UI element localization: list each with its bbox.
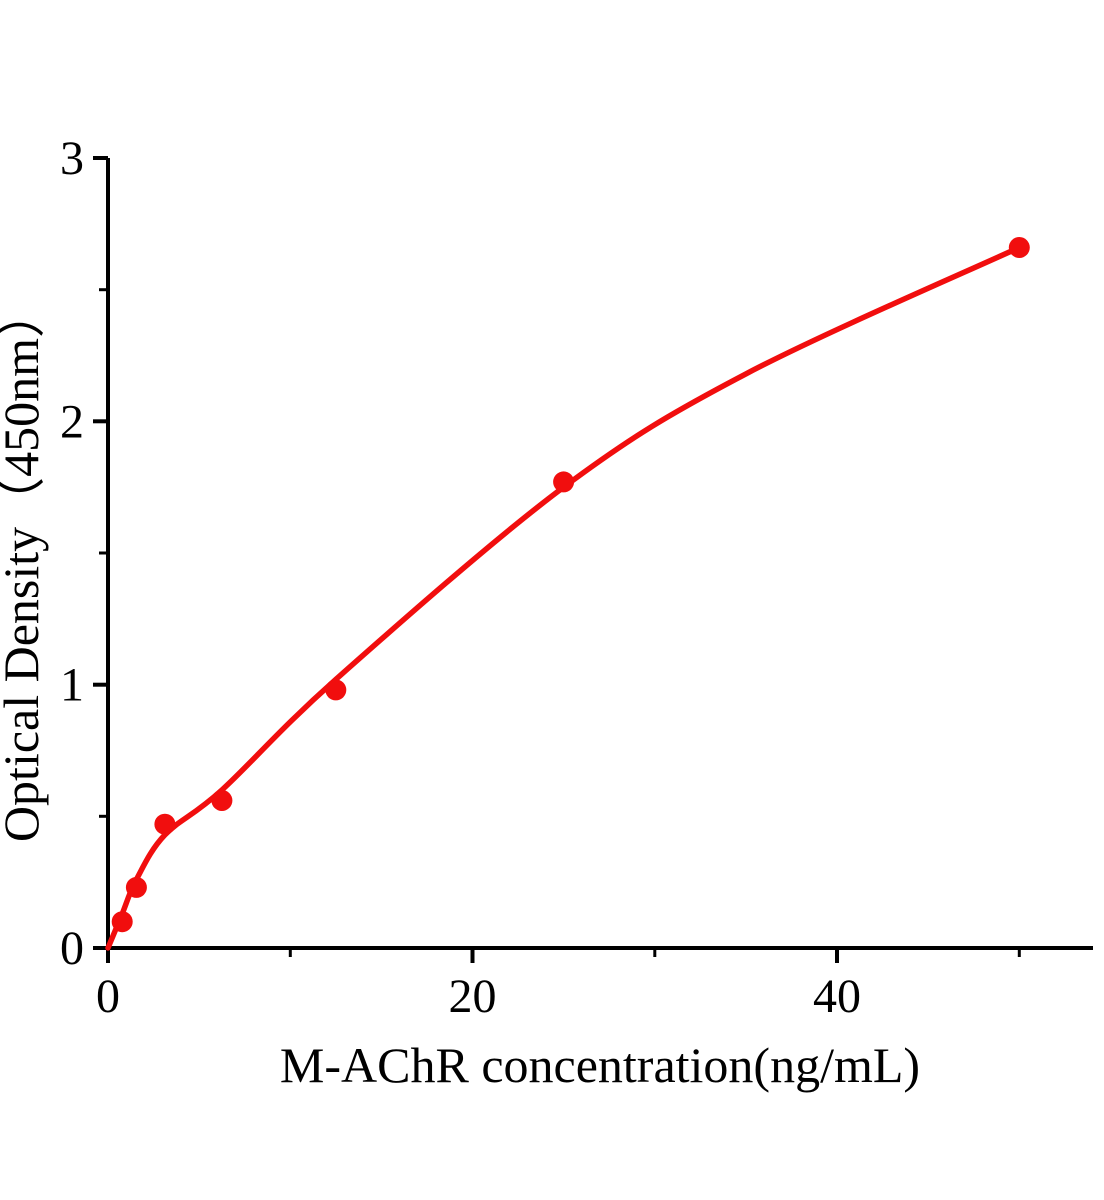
y-tick-label: 2 bbox=[60, 395, 84, 448]
axis-ticks bbox=[93, 156, 1021, 963]
y-tick-label: 3 bbox=[60, 132, 84, 185]
data-point bbox=[154, 813, 176, 835]
x-axis-title: M-AChR concentration(ng/mL) bbox=[280, 1037, 920, 1093]
data-point bbox=[111, 911, 133, 933]
y-tick-label: 1 bbox=[60, 659, 84, 712]
axis-spines bbox=[106, 158, 1093, 950]
x-tick-label: 40 bbox=[813, 970, 861, 1023]
x-tick-label: 20 bbox=[449, 970, 497, 1023]
data-point bbox=[125, 876, 147, 898]
fit-curve bbox=[105, 244, 1023, 951]
data-points bbox=[111, 237, 1030, 933]
data-point bbox=[211, 790, 233, 811]
y-axis-title: Optical Density（450nm） bbox=[0, 288, 49, 842]
data-point bbox=[1008, 237, 1030, 258]
axes bbox=[106, 158, 1093, 950]
data-point bbox=[553, 471, 575, 493]
y-tick-label: 0 bbox=[60, 922, 84, 975]
axis-tick-labels: 0 20 40 0 1 2 3 bbox=[60, 132, 861, 1023]
x-tick-label: 0 bbox=[96, 970, 120, 1023]
fit-curve-path bbox=[105, 244, 1023, 951]
data-point bbox=[325, 679, 347, 701]
